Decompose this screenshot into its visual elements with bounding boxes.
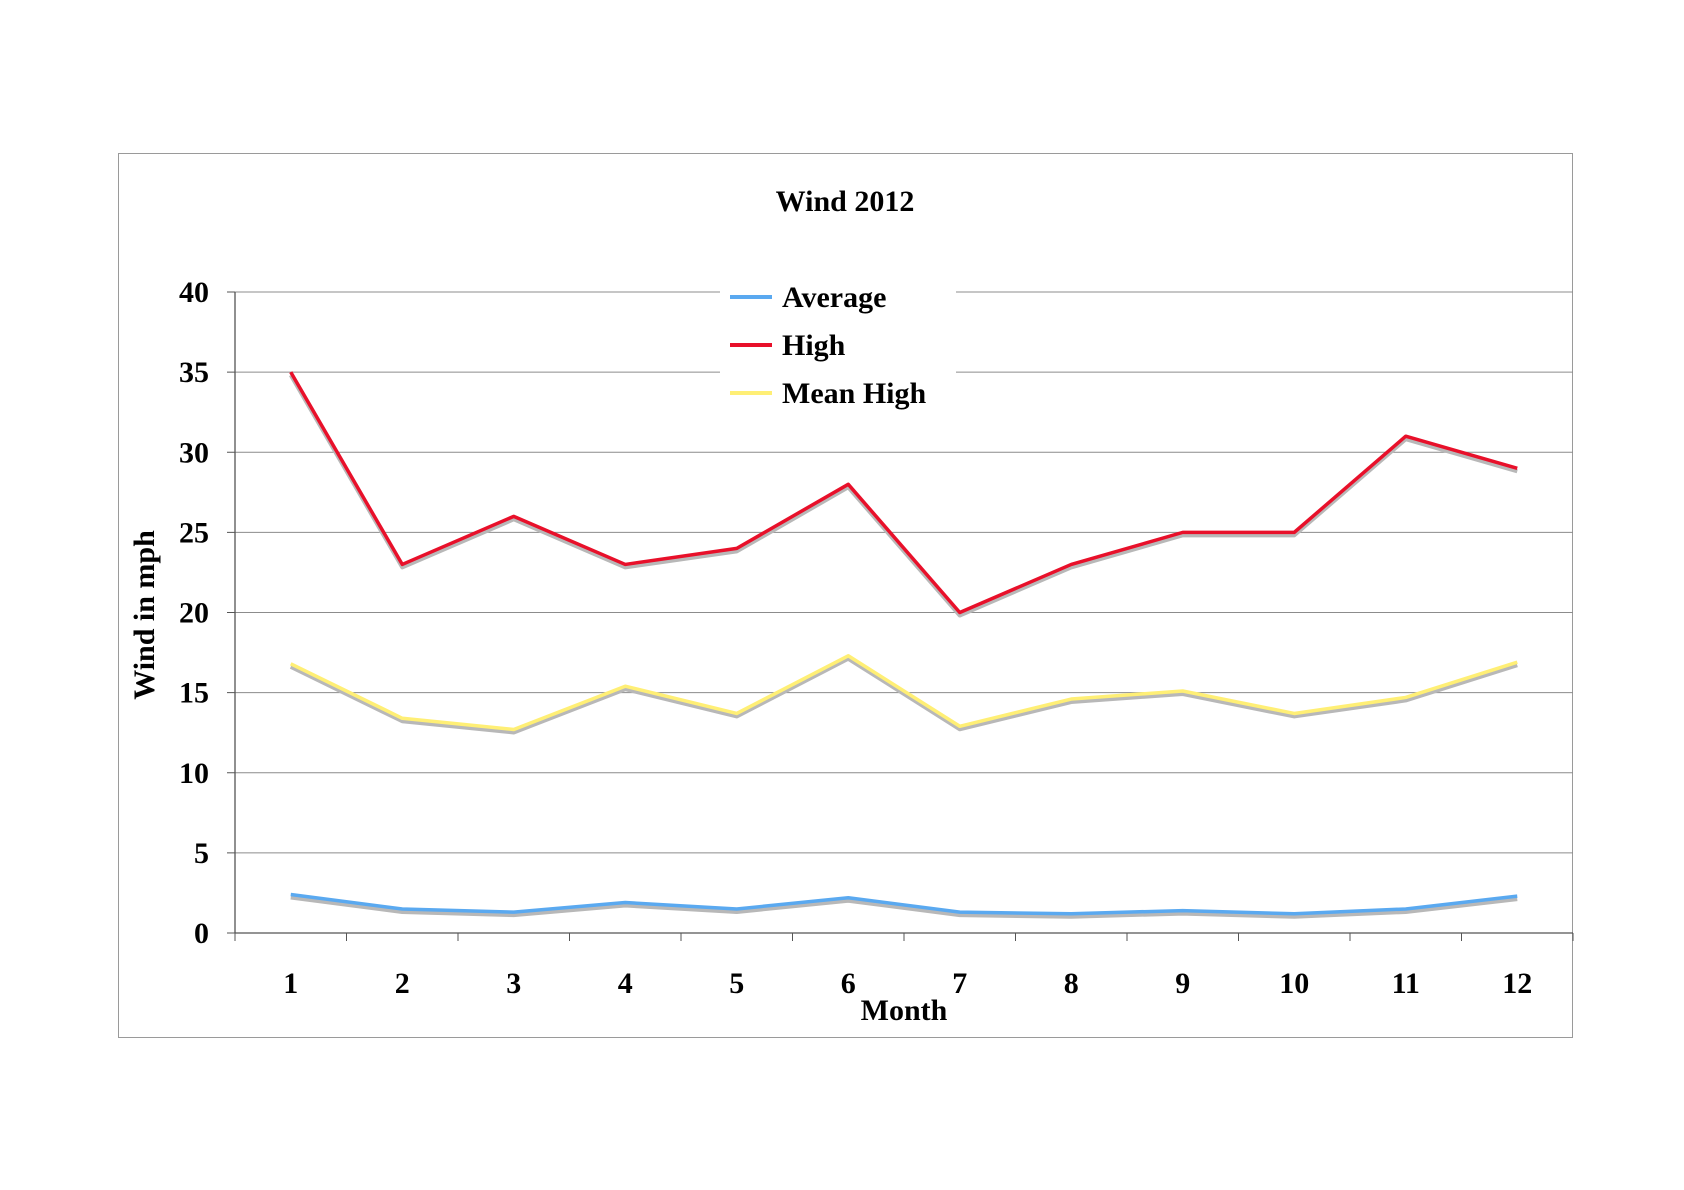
y-tick-label: 10 (179, 757, 209, 790)
series-shadow-1 (289, 374, 1518, 618)
x-tick-label: 4 (618, 967, 633, 1000)
gridlines (235, 291, 1573, 854)
x-tick-label: 7 (952, 967, 967, 1000)
y-tick-label: 30 (179, 436, 209, 469)
series-shadow-0 (290, 895, 1518, 919)
x-axis-label: Month (861, 994, 948, 1027)
series-lines (289, 371, 1518, 919)
y-tick-label: 5 (194, 837, 209, 870)
legend-label: High (782, 329, 846, 362)
y-tick-label: 35 (179, 356, 209, 389)
x-tick-label: 9 (1175, 967, 1190, 1000)
chart-labels: Wind 2012 Month Wind in mph (128, 185, 948, 1027)
x-tick-label: 11 (1392, 967, 1420, 1000)
series-line-average (290, 892, 1518, 916)
series-line-high (289, 371, 1518, 615)
series-shadow-2 (289, 656, 1518, 735)
y-tick-label: 20 (179, 597, 209, 630)
y-tick-label: 0 (194, 917, 209, 950)
series-line-mean-high (289, 654, 1518, 732)
y-axis-label: Wind in mph (128, 530, 161, 700)
legend: Average High Mean High (720, 281, 956, 422)
x-tick-label: 8 (1064, 967, 1079, 1000)
x-tick-label: 3 (506, 967, 521, 1000)
y-tick-label: 40 (179, 276, 209, 309)
x-tick-label: 6 (841, 967, 856, 1000)
x-tick-label: 12 (1502, 967, 1532, 1000)
x-tick-label: 5 (729, 967, 744, 1000)
chart-title: Wind 2012 (776, 185, 915, 218)
x-tick-label: 10 (1279, 967, 1309, 1000)
x-tick-label: 1 (283, 967, 298, 1000)
y-tick-label: 15 (179, 677, 209, 710)
y-tick-label: 25 (179, 516, 209, 549)
x-tick-label: 2 (395, 967, 410, 1000)
legend-label: Average (782, 281, 886, 314)
legend-label: Mean High (782, 377, 926, 410)
legend-box (720, 282, 956, 422)
